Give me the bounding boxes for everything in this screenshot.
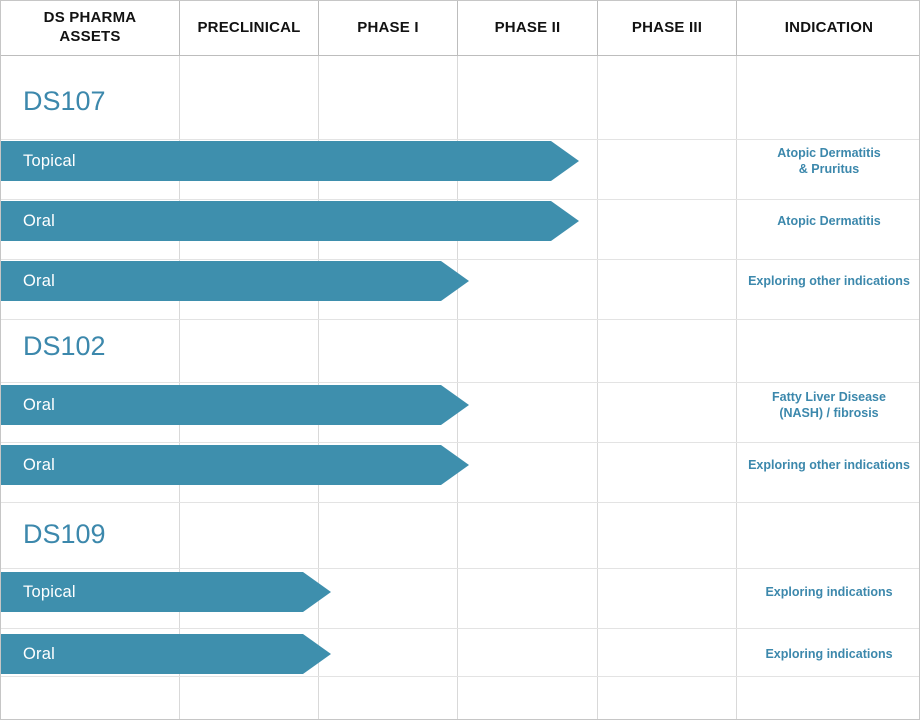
indication-text: Atopic Dermatitis & Pruritus	[777, 145, 881, 176]
pipeline-arrow-ds109-oral: Oral	[1, 634, 331, 674]
gridline-horizontal	[1, 319, 919, 320]
route-label: Oral	[23, 271, 55, 290]
indication-text: Exploring indications	[765, 584, 893, 599]
pipeline-arrow-ds109-topical: Topical	[1, 572, 331, 612]
asset-label-ds107: DS107	[23, 86, 106, 116]
gridline-horizontal	[1, 199, 919, 200]
header-row: DS PHARMA ASSETS PRECLINICAL PHASE I PHA…	[1, 1, 919, 56]
gridline-horizontal	[1, 382, 919, 383]
column-header-indication: INDICATION	[784, 18, 874, 36]
asset-label-ds102: DS102	[23, 331, 106, 361]
indication-text: Atopic Dermatitis	[777, 213, 881, 228]
gridline-horizontal	[1, 676, 919, 677]
column-header-phase-2: PHASE II	[458, 1, 598, 55]
gridline-horizontal	[1, 259, 919, 260]
column-header-phase-1: PHASE I	[319, 1, 458, 55]
gridline-horizontal	[1, 628, 919, 629]
gridline-vertical	[736, 56, 737, 719]
indication-text: Exploring other indications	[748, 457, 910, 472]
route-label: Topical	[23, 582, 76, 601]
pipeline-arrow-ds102-oral-1: Oral	[1, 385, 469, 425]
column-header-phase-3: PHASE III	[598, 1, 737, 55]
gridline-horizontal	[1, 568, 919, 569]
pipeline-arrow-ds107-topical: Topical	[1, 141, 579, 181]
indication-text: Exploring indications	[765, 646, 893, 661]
column-header-preclinical: PRECLINICAL	[180, 1, 319, 55]
pipeline-arrow-ds102-oral-2: Oral	[1, 445, 469, 485]
route-label: Oral	[23, 455, 55, 474]
indication-text: Fatty Liver Disease (NASH) / fibrosis	[772, 389, 886, 420]
gridline-vertical	[457, 56, 458, 719]
pipeline-arrow-ds107-oral-2: Oral	[1, 261, 469, 301]
indication-text: Exploring other indications	[748, 273, 910, 288]
route-label: Oral	[23, 395, 55, 414]
gridline-horizontal	[1, 442, 919, 443]
gridline-horizontal	[1, 502, 919, 503]
route-label: Topical	[23, 151, 76, 170]
asset-label-ds109: DS109	[23, 519, 106, 549]
gridline-vertical	[597, 56, 598, 719]
column-header-assets: DS PHARMA ASSETS	[1, 1, 180, 55]
pipeline-arrow-ds107-oral-1: Oral	[1, 201, 579, 241]
route-label: Oral	[23, 644, 55, 663]
route-label: Oral	[23, 211, 55, 230]
gridline-horizontal	[1, 139, 919, 140]
